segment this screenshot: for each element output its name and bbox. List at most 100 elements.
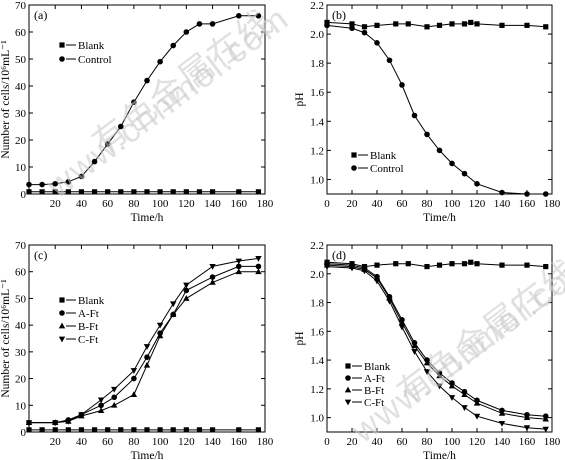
data-point	[423, 369, 431, 375]
y-tick-label-b: 1.4	[310, 116, 324, 128]
data-point	[324, 19, 330, 26]
data-point	[235, 268, 242, 275]
y-tick-label-b: 1.0	[310, 174, 324, 186]
x-tick-label-a: 180	[257, 198, 274, 210]
data-point	[235, 263, 242, 270]
plot-frame-c	[28, 244, 266, 433]
legend-entry-a: Control	[59, 54, 112, 66]
data-point	[405, 261, 411, 267]
data-point	[393, 261, 399, 267]
data-point	[105, 427, 111, 433]
legend-entry-d: C-Ft	[344, 397, 384, 409]
y-tick-label-c: 0	[21, 427, 27, 439]
data-point	[144, 189, 150, 195]
data-point	[183, 282, 190, 289]
data-point	[131, 99, 137, 105]
data-point	[474, 21, 480, 27]
data-point	[323, 264, 331, 270]
data-point	[65, 189, 71, 195]
data-point	[448, 395, 456, 401]
legend-entry-a: Blank	[59, 40, 105, 52]
data-point	[183, 189, 189, 195]
data-point	[523, 425, 531, 432]
x-tick-label-b: 80	[422, 198, 434, 210]
data-point	[78, 173, 85, 180]
legend-label: A-Ft	[364, 373, 385, 385]
series-c-blank	[26, 427, 262, 433]
data-point	[39, 181, 45, 188]
data-point	[255, 189, 262, 195]
x-tick-label-d: 120	[469, 436, 486, 448]
x-tick-label-c: 40	[76, 436, 88, 448]
y-tick-label-b: 2.0	[310, 29, 324, 41]
series-c-c-ft	[25, 255, 262, 427]
legend-entry-d: Blank	[345, 361, 391, 373]
plot-frame-a	[28, 4, 266, 195]
legend-label: Blank	[364, 361, 391, 373]
data-point	[436, 22, 443, 28]
data-point	[157, 427, 163, 433]
x-tick-label-b: 120	[469, 198, 486, 210]
data-point	[170, 189, 176, 195]
x-tick-label-b: 0	[324, 198, 330, 210]
y-tick-label-a: 10	[15, 162, 27, 174]
data-point	[170, 42, 177, 49]
data-point	[183, 427, 189, 433]
data-point	[170, 427, 176, 433]
legend-label: C-Ft	[364, 397, 384, 409]
data-point	[91, 158, 98, 165]
data-point	[209, 21, 216, 27]
data-point	[65, 179, 72, 185]
data-point	[361, 24, 368, 30]
data-point	[499, 262, 505, 268]
x-tick-label-d: 60	[397, 436, 409, 448]
data-point	[144, 77, 150, 84]
y-tick-label-b: 2.2	[310, 0, 324, 12]
data-point	[209, 274, 216, 280]
data-point	[499, 22, 505, 28]
legend-label: Blank	[78, 295, 105, 307]
data-point	[183, 295, 190, 301]
x-tick-label-b: 60	[397, 198, 409, 210]
data-point	[324, 22, 330, 29]
data-point	[468, 19, 474, 26]
y-axis-label-d: pH	[294, 331, 306, 345]
legend-label: Control	[78, 54, 112, 66]
data-point	[498, 420, 506, 427]
y-tick-label-d: 1.4	[310, 355, 324, 367]
data-point	[78, 427, 85, 433]
y-tick-label-b: 1.8	[310, 58, 324, 70]
data-point	[170, 301, 177, 308]
data-point	[97, 397, 105, 404]
data-point	[196, 189, 203, 195]
data-point	[461, 261, 468, 267]
data-point	[105, 189, 111, 195]
data-point	[424, 131, 430, 138]
data-point	[131, 427, 137, 433]
y-tick-label-d: 1.8	[310, 298, 324, 310]
data-point	[130, 391, 138, 397]
x-tick-label-d: 140	[494, 436, 511, 448]
y-tick-label-d: 1.6	[310, 326, 324, 338]
legend-marker	[344, 386, 352, 393]
data-point	[235, 258, 242, 265]
x-tick-label-c: 100	[152, 436, 169, 448]
legend-label: Control	[370, 163, 404, 175]
y-tick-label-d: 1.0	[310, 413, 324, 425]
data-point	[461, 21, 468, 27]
data-point	[52, 180, 59, 187]
x-tick-label-d: 0	[324, 436, 330, 448]
x-tick-label-c: 80	[128, 436, 140, 448]
x-tick-label-c: 60	[102, 436, 114, 448]
data-point	[183, 287, 190, 294]
series-line	[326, 24, 546, 195]
data-point	[473, 413, 481, 420]
data-point	[543, 24, 549, 30]
data-point	[461, 391, 468, 397]
legend-label: Blank	[78, 40, 105, 52]
y-tick-label-c: 70	[15, 240, 27, 252]
legend-marker	[59, 310, 65, 316]
data-point	[255, 263, 262, 270]
data-point	[361, 268, 368, 275]
y-tick-label-a: 30	[15, 108, 27, 120]
